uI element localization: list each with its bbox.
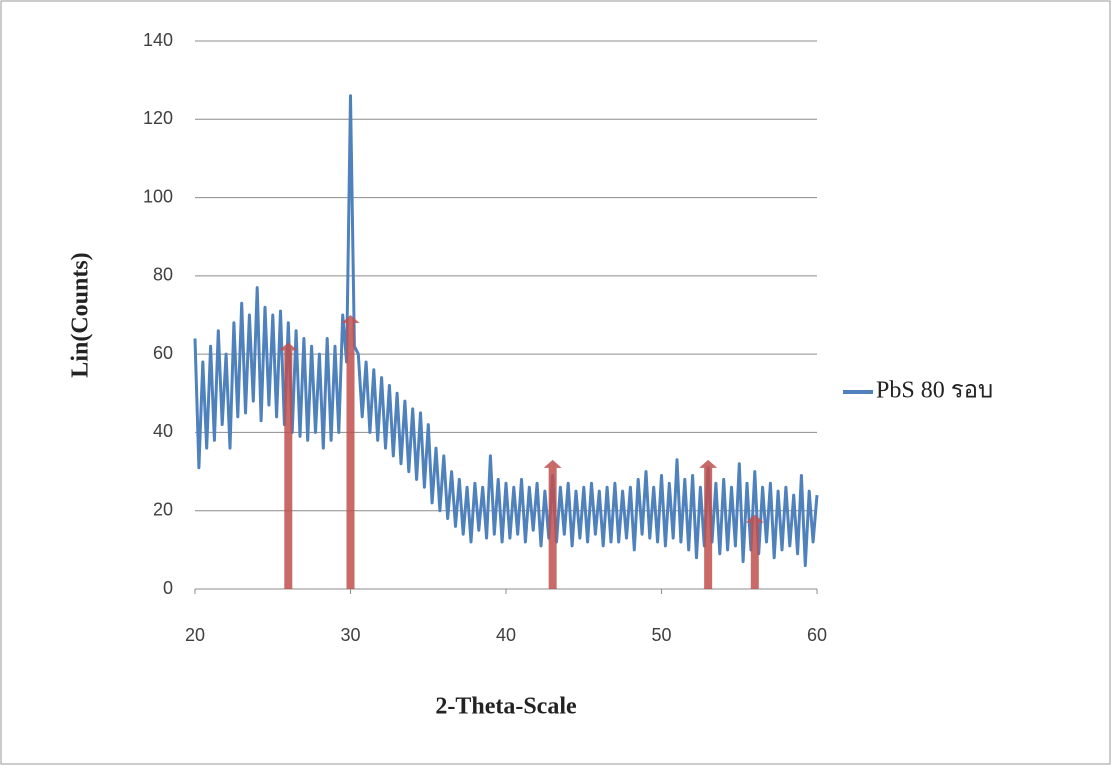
y-tick-label: 80 [153, 265, 173, 285]
y-tick-label: 20 [153, 499, 173, 519]
y-tick-label: 120 [143, 108, 173, 128]
x-tick-label: 50 [651, 625, 671, 645]
y-tick-label: 0 [163, 578, 173, 598]
y-axis-title: Lin(Counts) [68, 252, 94, 377]
x-tick-label: 60 [807, 625, 827, 645]
y-tick-label: 100 [143, 186, 173, 206]
y-tick-label: 40 [153, 421, 173, 441]
x-tick-label: 40 [496, 625, 516, 645]
x-tick-label: 30 [340, 625, 360, 645]
chart: 2-Theta-Scale Lin(Counts) 0 20 40 60 80 100 12… [0, 0, 1111, 765]
legend-label: PbS 80 รอบ [876, 378, 993, 404]
y-tick-label: 140 [143, 30, 173, 50]
x-axis-title: 2-Theta-Scale [435, 694, 577, 720]
x-tick-label: 20 [185, 625, 205, 645]
y-tick-label: 60 [153, 343, 173, 363]
